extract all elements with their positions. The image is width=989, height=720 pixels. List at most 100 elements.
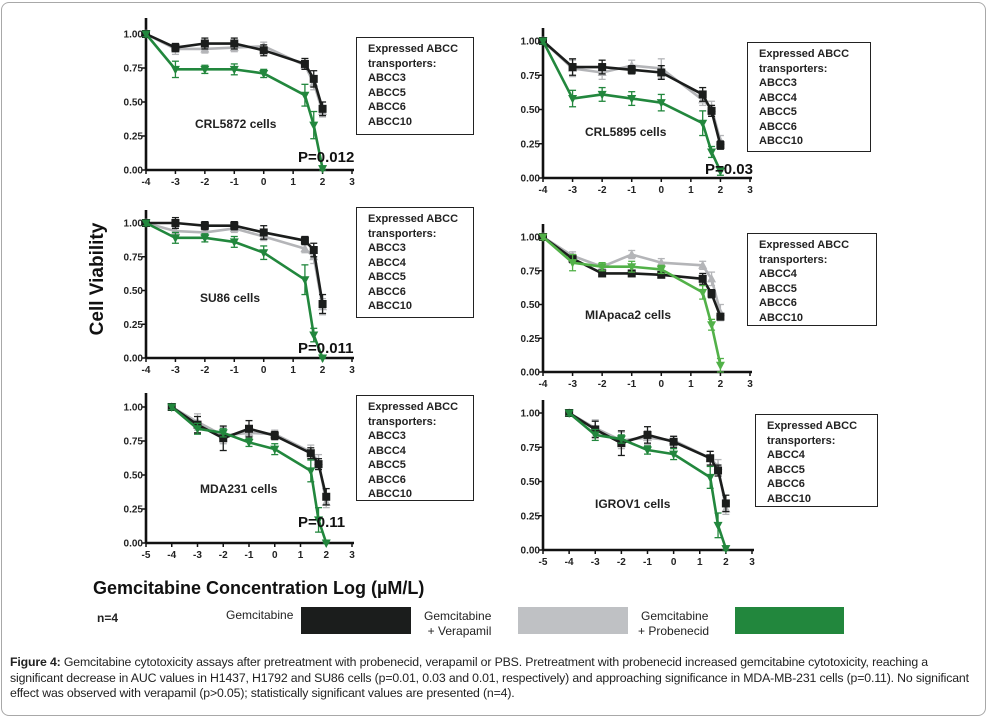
x-tick-label: 0 [671, 557, 677, 568]
data-point-square [171, 43, 180, 52]
data-point-square [657, 270, 666, 279]
y-tick-label: 0.50 [124, 286, 144, 297]
data-point-inverted-triangle [707, 321, 717, 330]
data-point-inverted-triangle [597, 263, 607, 272]
legend-transporter: ABCC10 [368, 488, 413, 500]
x-tick-label: -3 [171, 365, 180, 376]
legend-transporter: ABCC4 [368, 256, 406, 269]
y-tick-label: 0.00 [124, 354, 144, 365]
y-tick-label: 0.00 [521, 368, 541, 379]
x-tick-label: -5 [539, 557, 548, 568]
legend-heading: Expressed ABCC [759, 239, 850, 251]
data-point-inverted-triangle [698, 119, 708, 129]
legend-transporter: ABCC3 [368, 72, 406, 84]
series-gemcitabine-probenecid [141, 30, 328, 174]
legend-transporter: ABCC4 [368, 444, 406, 457]
legend-heading: Expressed ABCC [368, 43, 459, 55]
x-tick-label: 2 [323, 550, 329, 561]
y-tick-label: 1.00 [521, 409, 541, 420]
y-tick-label: 0.00 [124, 539, 144, 550]
data-point-square [318, 300, 327, 308]
y-tick-label: 0.50 [521, 477, 541, 488]
x-tick-label: 0 [261, 365, 267, 376]
key-verapamil-label: Gemcitabine + Verapamil [424, 609, 492, 638]
data-point-inverted-triangle [259, 249, 269, 258]
legend-transporter: ABCC6 [759, 120, 797, 133]
x-tick-label: -2 [598, 379, 607, 390]
legend-heading: transporters: [368, 227, 437, 240]
data-point-inverted-triangle [244, 438, 254, 448]
sample-size-label: n=4 [97, 611, 119, 625]
x-tick-label: 3 [749, 557, 755, 568]
x-tick-label: 3 [349, 550, 355, 561]
legend-transporter: ABCC5 [759, 106, 797, 118]
data-point-square [598, 63, 607, 72]
legend-heading: transporters: [759, 62, 828, 75]
y-tick-label: 0.00 [521, 546, 541, 557]
x-tick-label: -1 [230, 177, 239, 188]
data-point-inverted-triangle [538, 233, 548, 242]
data-point-inverted-triangle [627, 95, 637, 104]
data-point-inverted-triangle [627, 263, 637, 272]
data-point-inverted-triangle [721, 545, 731, 554]
data-point-inverted-triangle [300, 91, 310, 101]
y-tick-label: 0.75 [124, 437, 144, 448]
data-point-inverted-triangle [300, 276, 310, 285]
data-point-square [300, 236, 309, 245]
chart-panel-igrov1: 0.00 0.25 0.50 0.75 1.00 -5 -4 -3 -2 -1 0 1 2 3 IGROV1… [521, 400, 755, 568]
x-tick-label: 2 [320, 365, 326, 376]
data-point-square [716, 312, 725, 321]
data-point-square [721, 499, 730, 508]
data-point-inverted-triangle [218, 429, 228, 438]
data-point-square [627, 65, 636, 74]
legend-heading: transporters: [368, 57, 437, 70]
data-point-inverted-triangle [141, 30, 151, 39]
data-point-square [171, 219, 180, 227]
data-point-inverted-triangle [200, 65, 210, 75]
x-tick-label: 3 [349, 177, 355, 188]
caption-text: Gemcitabine cytotoxicity assays after pr… [10, 655, 969, 700]
x-tick-label: 0 [659, 379, 665, 390]
data-point-square [716, 141, 725, 150]
data-point-square [219, 434, 228, 443]
y-tick-label: 0.25 [521, 511, 541, 522]
data-point-inverted-triangle [306, 467, 316, 476]
data-point-triangle [300, 243, 310, 253]
x-tick-label: -1 [643, 557, 652, 568]
cell-line-label: CRL5895 cells [585, 125, 667, 139]
y-tick-label: 0.75 [124, 64, 144, 75]
legend-heading: Expressed ABCC [767, 420, 858, 432]
data-point-square [627, 269, 636, 278]
data-point-inverted-triangle [309, 121, 319, 131]
legend-transporter: ABCC6 [767, 478, 805, 490]
data-point-inverted-triangle [616, 435, 626, 445]
series-gemcitabine-probenecid [141, 219, 328, 363]
x-tick-label: -3 [591, 557, 600, 568]
data-point-inverted-triangle [715, 361, 725, 371]
legend-box-su86: Expressed ABCC transporters: ABCC3 ABCC4 ABC… [356, 207, 474, 318]
data-point-square [706, 454, 715, 463]
y-tick-label: 0.75 [521, 443, 541, 454]
key-verapamil-swatch [518, 607, 628, 634]
series-line [568, 412, 728, 550]
legend-transporter: ABCC6 [368, 285, 406, 298]
cell-line-label: IGROV1 cells [595, 497, 671, 511]
y-tick-label: 0.25 [521, 139, 541, 150]
data-point-inverted-triangle [270, 445, 280, 455]
legend-box-miapaca2: Expressed ABCC transporters: ABCC4 ABCC5 ABC… [747, 233, 877, 326]
data-point-inverted-triangle [597, 90, 607, 100]
y-tick-label: 0.00 [521, 174, 541, 185]
series-gemcitabine-probenecid [538, 37, 725, 177]
data-point-inverted-triangle [715, 167, 725, 177]
legend-box-mda231: Expressed ABCC transporters: ABCC3 ABCC4 ABC… [356, 395, 474, 501]
key-probenecid-swatch [735, 607, 844, 634]
y-tick-label: 0.25 [521, 334, 541, 345]
data-point-inverted-triangle [170, 234, 180, 243]
data-point-square [707, 106, 716, 115]
x-tick-label: -4 [142, 365, 151, 376]
x-tick-label: 2 [718, 185, 724, 196]
x-tick-label: 1 [688, 185, 694, 196]
legend-transporter: ABCC4 [759, 268, 797, 280]
data-point-square [318, 104, 327, 113]
